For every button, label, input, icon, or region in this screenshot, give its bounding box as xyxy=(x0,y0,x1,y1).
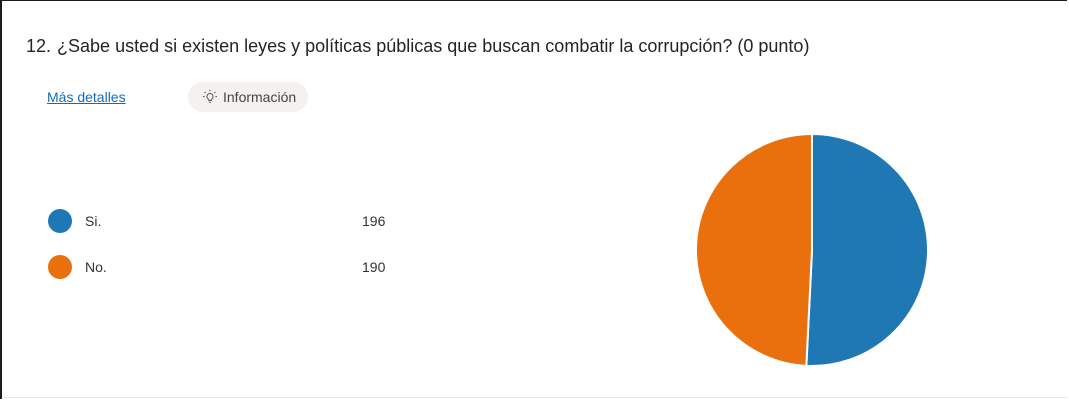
legend-swatch-1 xyxy=(48,255,72,279)
pie-slice-0[interactable] xyxy=(805,132,929,367)
more-details-link[interactable]: Más detalles xyxy=(47,89,126,105)
question-title: 12. ¿Sabe usted si existen leyes y políti… xyxy=(26,36,809,57)
information-button[interactable]: Información xyxy=(188,82,309,112)
legend-label-0: Si. xyxy=(85,213,102,229)
information-label: Información xyxy=(223,89,297,105)
pie-chart xyxy=(695,132,929,367)
legend-value-1: 190 xyxy=(362,259,386,275)
card-divider xyxy=(4,397,1067,398)
pie-slice-1[interactable] xyxy=(695,132,813,367)
legend-swatch-0 xyxy=(48,209,72,233)
legend-item-0: Si. 196 xyxy=(48,207,408,253)
legend-item-1: No. 190 xyxy=(48,253,408,299)
chart-legend: Si. 196 No. 190 xyxy=(48,207,408,299)
lightbulb-icon xyxy=(203,89,217,103)
question-text: ¿Sabe usted si existen leyes y políticas… xyxy=(57,36,810,56)
legend-value-0: 196 xyxy=(362,213,386,229)
question-number: 12. xyxy=(26,36,52,56)
legend-label-1: No. xyxy=(85,259,107,275)
